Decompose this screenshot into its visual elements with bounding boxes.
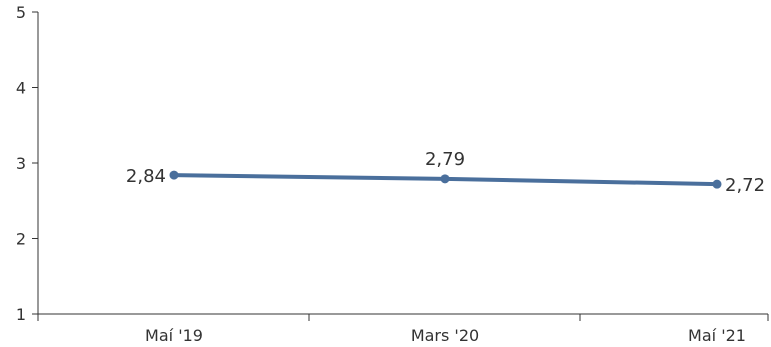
y-tick-label: 2	[16, 230, 26, 249]
y-tick-label: 1	[16, 305, 26, 324]
x-tick-label: Maí '19	[145, 326, 203, 345]
x-tick-label: Mars '20	[411, 326, 479, 345]
series-layer: 2,84 2,79 2,72	[126, 149, 765, 196]
data-label: 2,72	[725, 175, 765, 196]
y-axis: 1 2 3 4 5	[16, 3, 39, 324]
y-tick-label: 5	[16, 3, 26, 22]
data-point	[712, 179, 722, 189]
data-point	[440, 174, 450, 184]
y-tick-label: 3	[16, 154, 26, 173]
data-point	[169, 170, 179, 180]
x-tick-label: Maí '21	[688, 326, 746, 345]
x-axis: Maí '19 Mars '20 Maí '21	[37, 313, 769, 345]
y-tick-label: 4	[16, 79, 26, 98]
data-label: 2,84	[126, 166, 166, 187]
data-label: 2,79	[425, 149, 465, 170]
